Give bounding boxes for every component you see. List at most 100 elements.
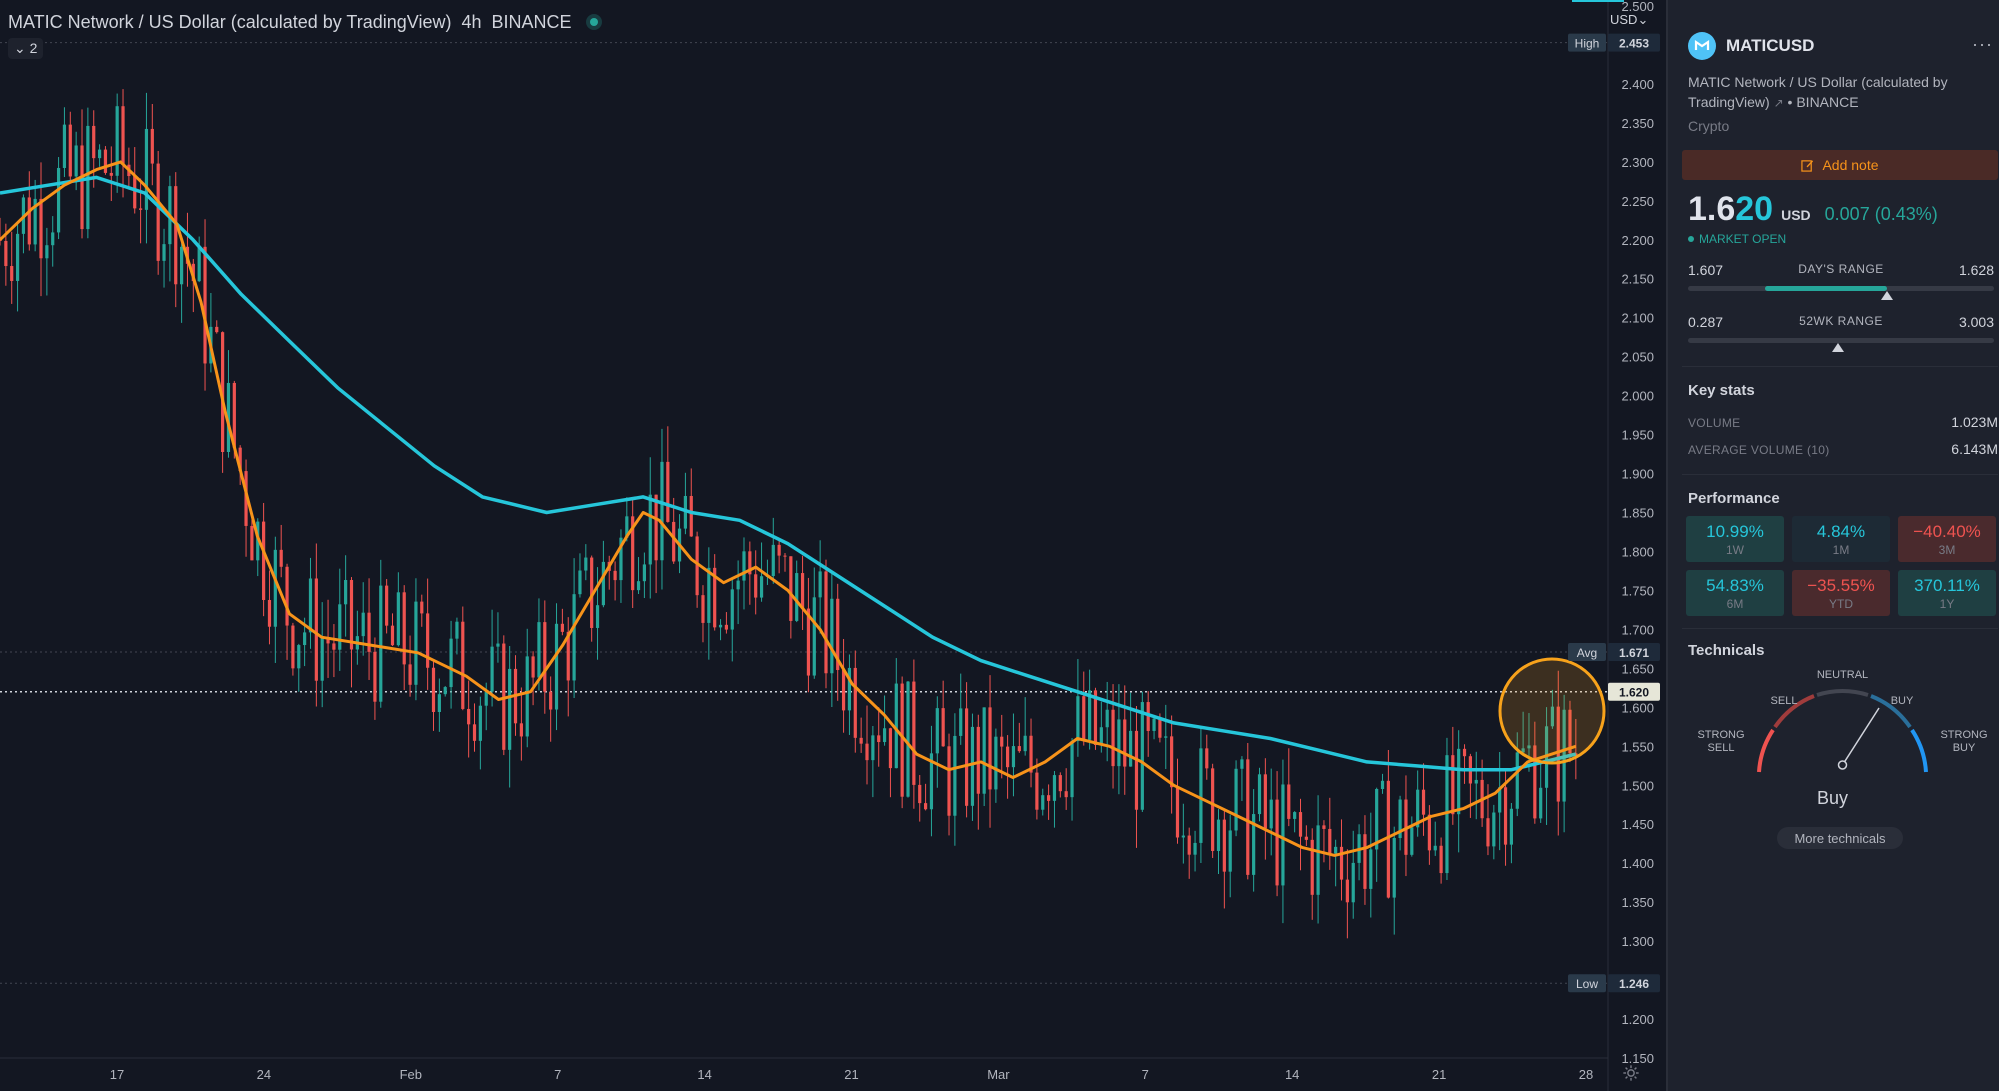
symbol-row[interactable]: MATICUSD — [1688, 32, 1814, 60]
candle-body — [818, 571, 822, 598]
price-chart[interactable]: 2.5002.4502.4002.3502.3002.2502.2002.150… — [0, 0, 1666, 1091]
candle-body — [285, 566, 289, 626]
candle-body — [1328, 828, 1332, 854]
price-main: 1.6 — [1688, 190, 1736, 228]
performance-cell[interactable]: 54.83% 6M — [1686, 570, 1784, 616]
candle-body — [303, 632, 307, 646]
time-axis-label: 21 — [1432, 1067, 1446, 1082]
candle-body — [197, 246, 201, 282]
candle-body — [68, 124, 72, 177]
candle-body — [1234, 768, 1238, 831]
gear-icon[interactable] — [1622, 1064, 1640, 1082]
performance-grid: 10.99% 1W 4.84% 1M −40.40% 3M 54.83% 6M −35.… — [1686, 516, 1996, 616]
chart-interval[interactable]: 4h — [461, 11, 482, 32]
candle-body — [660, 461, 664, 561]
performance-cell[interactable]: 4.84% 1M — [1792, 516, 1890, 562]
live-status-dot — [589, 18, 598, 26]
ma-slow-line — [0, 175, 1577, 772]
candle-body — [724, 624, 729, 630]
high-badge-label-bg — [1568, 33, 1606, 52]
candle-body — [1181, 835, 1185, 838]
performance-cell[interactable]: −40.40% 3M — [1898, 516, 1996, 562]
candle-body — [92, 125, 96, 159]
candle-body — [1293, 812, 1297, 819]
candle-body — [1433, 845, 1437, 851]
more-technicals-button[interactable]: More technicals — [1777, 827, 1903, 849]
candle-body — [1000, 736, 1004, 747]
candle-body — [771, 544, 775, 576]
candle-body — [308, 578, 313, 633]
price-axis-label: 1.150 — [1621, 1051, 1654, 1066]
candle-body — [847, 667, 852, 711]
divider — [1682, 474, 1998, 475]
candle-body — [707, 567, 711, 623]
currency-button[interactable]: USD⌄ — [1610, 12, 1648, 28]
gauge-strong-buy-label-1: STRONG — [1940, 729, 1987, 741]
price-row: 1.620 USD 0.007 (0.43%) — [1688, 190, 1938, 229]
price-axis-label: 1.650 — [1621, 661, 1654, 676]
performance-cell[interactable]: 370.11% 1Y — [1898, 570, 1996, 616]
candle-body — [1539, 787, 1543, 819]
candle-body — [1515, 752, 1519, 809]
candle-body — [642, 564, 646, 582]
technicals-title: Technicals — [1688, 642, 1765, 659]
chart-area[interactable]: 2.5002.4502.4002.3502.3002.2502.2002.150… — [0, 0, 1666, 1091]
chevron-down-icon: ⌄ — [1637, 12, 1649, 27]
candle-body — [1140, 702, 1144, 810]
candle-body — [1023, 735, 1027, 752]
candle-body — [1410, 827, 1414, 855]
high-badge-label: High — [1575, 37, 1600, 51]
performance-cell[interactable]: −35.55% YTD — [1792, 570, 1890, 616]
candle-body — [326, 637, 330, 644]
external-link-icon[interactable]: ↗ — [1773, 96, 1784, 110]
price-axis-label: 2.500 — [1621, 0, 1654, 14]
candle-body — [1281, 784, 1285, 886]
candle-body — [461, 621, 465, 709]
candle-body — [250, 525, 254, 561]
studies-toggle[interactable]: ⌄ 2 — [8, 38, 44, 59]
edit-icon — [1801, 159, 1814, 172]
candle-body — [162, 244, 166, 261]
candle-body — [1158, 718, 1162, 738]
technicals-verdict: Buy — [1816, 788, 1849, 808]
candle-body — [953, 735, 957, 816]
description-text: MATIC Network / US Dollar (calculated by… — [1688, 74, 1948, 110]
candle-body — [1416, 789, 1420, 828]
candle-body — [572, 594, 576, 681]
candle-body — [80, 145, 84, 230]
candle-body — [396, 592, 400, 646]
avg-badge-value-bg — [1608, 643, 1660, 662]
candle-body — [414, 601, 418, 685]
candle-body — [1093, 690, 1098, 746]
add-note-button[interactable]: Add note — [1682, 150, 1998, 180]
candle-body — [1503, 787, 1508, 845]
candle-body — [877, 735, 881, 743]
matic-logo-icon — [1688, 32, 1716, 60]
candle-body — [1164, 736, 1168, 738]
more-options-icon[interactable]: ··· — [1972, 34, 1993, 54]
candle-body — [543, 622, 547, 692]
candle-body — [1035, 772, 1039, 810]
candle-body — [1187, 835, 1191, 855]
time-axis-label: 7 — [1142, 1067, 1149, 1082]
candle-body — [244, 471, 248, 526]
candle-body — [1111, 709, 1115, 767]
performance-cell[interactable]: 10.99% 1W — [1686, 516, 1784, 562]
candle-body — [1041, 795, 1045, 810]
candle-body — [923, 803, 928, 810]
price-axis-label: 2.300 — [1621, 155, 1654, 170]
candle-body — [1199, 748, 1203, 843]
candle-body — [385, 585, 389, 626]
candle-body — [836, 598, 840, 671]
price-currency: USD — [1781, 207, 1811, 223]
candle-body — [1134, 730, 1139, 810]
last-price: 1.620 — [1688, 190, 1773, 229]
price-axis-label: 2.100 — [1621, 311, 1654, 326]
candle-body — [33, 198, 37, 245]
candle-body — [1380, 780, 1385, 789]
candle-body — [795, 573, 799, 621]
candle-body — [1298, 812, 1303, 837]
studies-count: 2 — [29, 40, 38, 56]
candle-body — [1527, 745, 1531, 749]
avg-volume-label: AVERAGE VOLUME (10) — [1688, 443, 1830, 457]
